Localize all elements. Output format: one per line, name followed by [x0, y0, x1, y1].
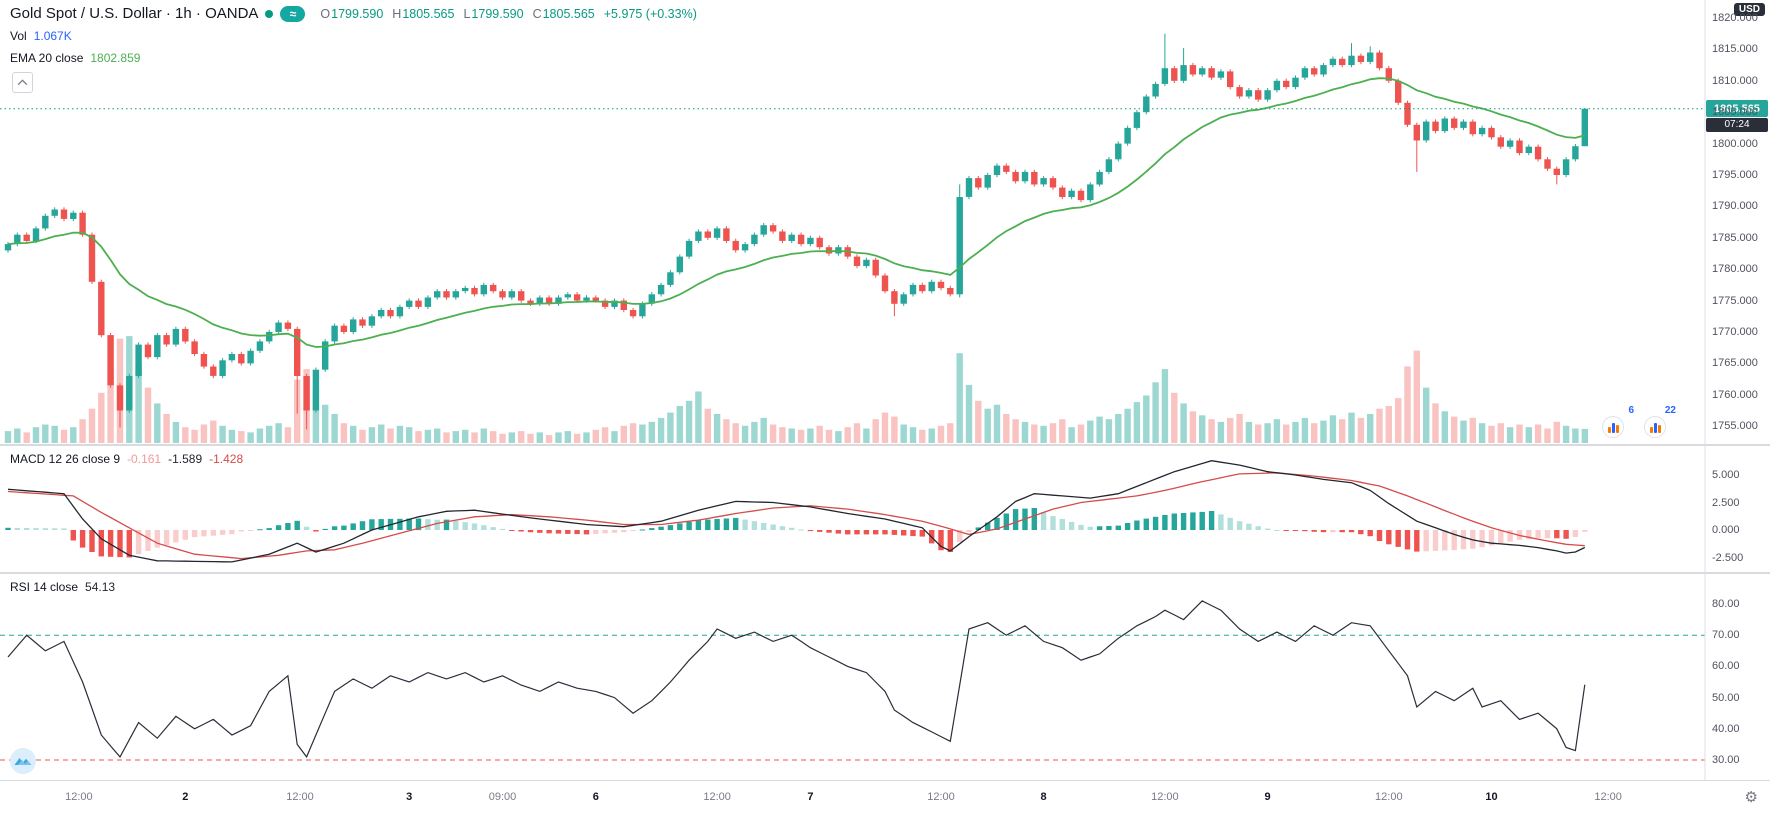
macd-hist-value: -0.161 [127, 452, 162, 466]
ohlc-high-value: 1805.565 [402, 6, 455, 21]
legend-collapse-button[interactable] [12, 72, 33, 93]
symbol-legend: Gold Spot / U.S. Dollar · 1h · OANDA ≈ O… [10, 5, 697, 22]
ohlc-open-label: O [320, 6, 331, 21]
axis-label: 1755.000 [1712, 420, 1758, 433]
axis-label: 1795.000 [1712, 169, 1758, 181]
axis-label: 5.000 [1712, 469, 1740, 481]
time-axis-label: 2 [182, 791, 189, 803]
time-axis[interactable]: ⚙ 12:00 2 12:00 3 09:00 6 12:00 7 12:00 8 12:00 9 12… [0, 781, 1770, 814]
logo-icon[interactable] [10, 748, 36, 774]
rsi-legend: RSI 14 close 54.13 [10, 580, 115, 594]
axis-label: 1800.000 [1712, 137, 1758, 150]
ohlc-close-value: 1805.565 [542, 6, 595, 21]
rsi-label[interactable]: RSI 14 close [10, 580, 79, 594]
axis-label: 1785.000 [1712, 231, 1758, 244]
market-open-dot-icon [265, 9, 274, 18]
axis-label: 1820.000 [1712, 12, 1758, 24]
axis-label: 30.00 [1712, 754, 1740, 766]
time-axis-label: 10 [1485, 791, 1498, 803]
macd-label[interactable]: MACD 12 26 close 9 [10, 452, 121, 466]
axis-label: 70.00 [1712, 629, 1740, 642]
ohlc-high-label: H [392, 6, 402, 21]
ohlc-low-value: 1799.590 [471, 6, 524, 21]
gauge-icon [1602, 416, 1624, 438]
axis-label: -2.500 [1712, 551, 1744, 564]
axis-label: 1775.000 [1712, 294, 1758, 307]
time-axis-label: 6 [592, 791, 599, 803]
axis-label: 80.00 [1712, 598, 1740, 610]
technical-rating-badge[interactable]: 22 [1644, 405, 1676, 438]
ema-label[interactable]: EMA 20 close [10, 51, 84, 65]
axis-label: 2.500 [1712, 496, 1740, 509]
axis-label: 1805.000 [1712, 106, 1758, 119]
axis-label: 1790.000 [1712, 200, 1758, 213]
badge-count: 6 [1628, 405, 1634, 416]
axis-label: 50.00 [1712, 691, 1740, 704]
axis-label: 1770.000 [1712, 326, 1758, 338]
volume-label[interactable]: Vol [10, 29, 27, 43]
axis-label: 1810.000 [1712, 74, 1758, 87]
ema-value: 1802.859 [90, 51, 141, 65]
time-axis-label: 9 [1264, 791, 1271, 803]
time-axis-label: 12:00 [1375, 791, 1403, 803]
rsi-value: 54.13 [85, 580, 116, 594]
axis-label: 1780.000 [1712, 263, 1758, 276]
ohlc-readout: O 1799.590 H 1805.565 L 1799.590 C 1805.565 … [320, 7, 696, 21]
ohlc-close-label: C [532, 6, 542, 21]
ohlc-open-value: 1799.590 [331, 6, 384, 21]
time-axis-label: 12:00 [1594, 791, 1622, 803]
time-axis-label: 7 [807, 791, 814, 803]
technical-rating-badge[interactable]: 6 [1602, 405, 1634, 438]
badge-count: 22 [1664, 405, 1676, 416]
price-axis[interactable]: USD 1805.565 07:24 1820.000 1815.000 1810.… [1705, 0, 1770, 781]
ema-legend: EMA 20 close 1802.859 [10, 51, 140, 65]
macd-line-value: -1.589 [168, 452, 203, 466]
bar-countdown-badge: 07:24 [1706, 117, 1768, 132]
volume-value: 1.067K [33, 29, 72, 43]
axis-label: 60.00 [1712, 660, 1740, 673]
chevron-up-icon [17, 79, 28, 86]
ohlc-low-label: L [463, 6, 471, 21]
axis-label: 1760.000 [1712, 388, 1758, 401]
last-price-badge: 1805.565 [1706, 100, 1768, 118]
time-axis-label: 12:00 [1151, 791, 1179, 803]
axis-label: 1765.000 [1712, 357, 1758, 370]
currency-badge[interactable]: USD [1733, 3, 1765, 16]
macd-legend: MACD 12 26 close 9 -0.161 -1.589 -1.428 [10, 452, 243, 466]
change-readout: +5.975 (+0.33%) [603, 6, 697, 21]
provider-icon: ≈ [280, 5, 306, 22]
time-axis-label: 12:00 [703, 791, 731, 803]
time-axis-label: 12:00 [927, 791, 955, 803]
time-axis-label: 12:00 [65, 791, 93, 803]
time-axis-label: 09:00 [488, 791, 517, 803]
axis-label: 1815.000 [1712, 43, 1758, 56]
time-axis-label: 8 [1040, 791, 1047, 803]
time-axis-label: 3 [406, 791, 413, 803]
volume-legend: Vol 1.067K [10, 29, 72, 43]
symbol-title[interactable]: Gold Spot / U.S. Dollar · 1h · OANDA [10, 5, 259, 22]
gauge-icon [1644, 416, 1666, 438]
axis-label: 0.000 [1712, 524, 1740, 536]
axis-label: 40.00 [1712, 722, 1740, 735]
settings-gear-icon[interactable]: ⚙ [1744, 789, 1758, 806]
macd-signal-value: -1.428 [209, 452, 244, 466]
time-axis-label: 12:00 [286, 791, 314, 803]
mountain-logo-icon [10, 748, 36, 774]
